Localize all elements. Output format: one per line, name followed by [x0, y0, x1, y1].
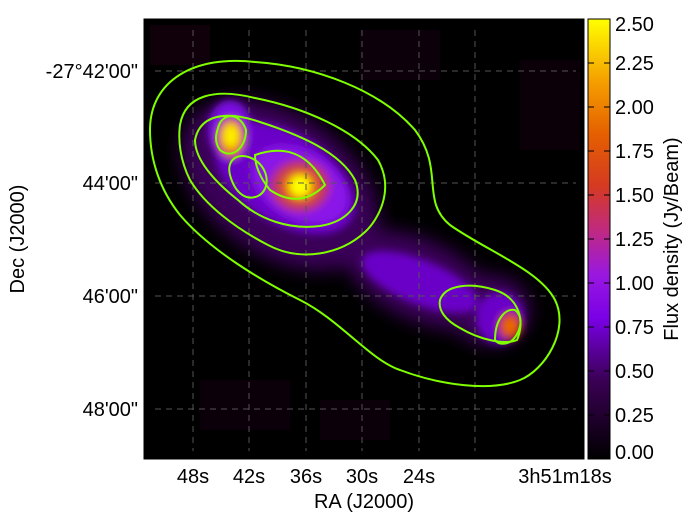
y-tick-label: -27°42'00" [46, 61, 138, 83]
axis-ticks [144, 19, 584, 459]
x-tick-label: 48s [177, 466, 209, 488]
colorbar-ticks [588, 18, 610, 460]
colorbar-title: Flux density (Jy/Beam) [661, 137, 683, 340]
y-tick-label: 44'00" [83, 173, 138, 195]
contour-level-5 [253, 149, 327, 200]
x-tick-label: 42s [233, 466, 265, 488]
y-tick-label: 46'00" [83, 286, 138, 308]
colorbar-tick-label: 0.00 [615, 442, 654, 464]
colorbar [588, 19, 610, 459]
y-axis-title: Dec (J2000) [7, 185, 29, 294]
y-tick-label: 48'00" [83, 399, 138, 421]
contour-level-6 [228, 155, 268, 199]
grid-lines [144, 19, 584, 459]
colorbar-tick-label: 0.50 [615, 361, 654, 383]
colorbar-tick-labels: 0.00 0.25 0.50 0.75 1.00 1.25 1.50 1.75 2.00 2.25… [615, 14, 654, 464]
colorbar-tick-label: 1.75 [615, 141, 654, 163]
x-tick-label: 24s [403, 466, 435, 488]
contour-level-3 [193, 114, 359, 228]
contour-lines [148, 59, 561, 388]
contour-level-1 [148, 59, 561, 388]
colorbar-tick-label: 0.25 [615, 405, 654, 427]
colorbar-tick-label: 1.00 [615, 273, 654, 295]
x-tick-label: 36s [290, 466, 322, 488]
x-tick-label: 30s [346, 466, 378, 488]
y-tick-labels: -27°42'00" 44'00" 46'00" 48'00" [46, 61, 138, 421]
emission-image [150, 25, 580, 440]
x-tick-labels: 48s 42s 36s 30s 24s 3h51m18s [177, 466, 612, 488]
x-tick-label: 3h51m18s [518, 466, 611, 488]
colorbar-tick-label: 2.25 [615, 53, 654, 75]
x-axis-title: RA (J2000) [314, 491, 414, 513]
contour-level-2 [178, 92, 387, 256]
colorbar-tick-label: 1.25 [615, 229, 654, 251]
colorbar-tick-label: 2.50 [615, 14, 654, 36]
colorbar-tick-label: 0.75 [615, 317, 654, 339]
contour-level-8 [438, 284, 522, 343]
contour-level-4 [215, 115, 248, 155]
colorbar-tick-label: 2.00 [615, 97, 654, 119]
colorbar-tick-label: 1.50 [615, 185, 654, 207]
